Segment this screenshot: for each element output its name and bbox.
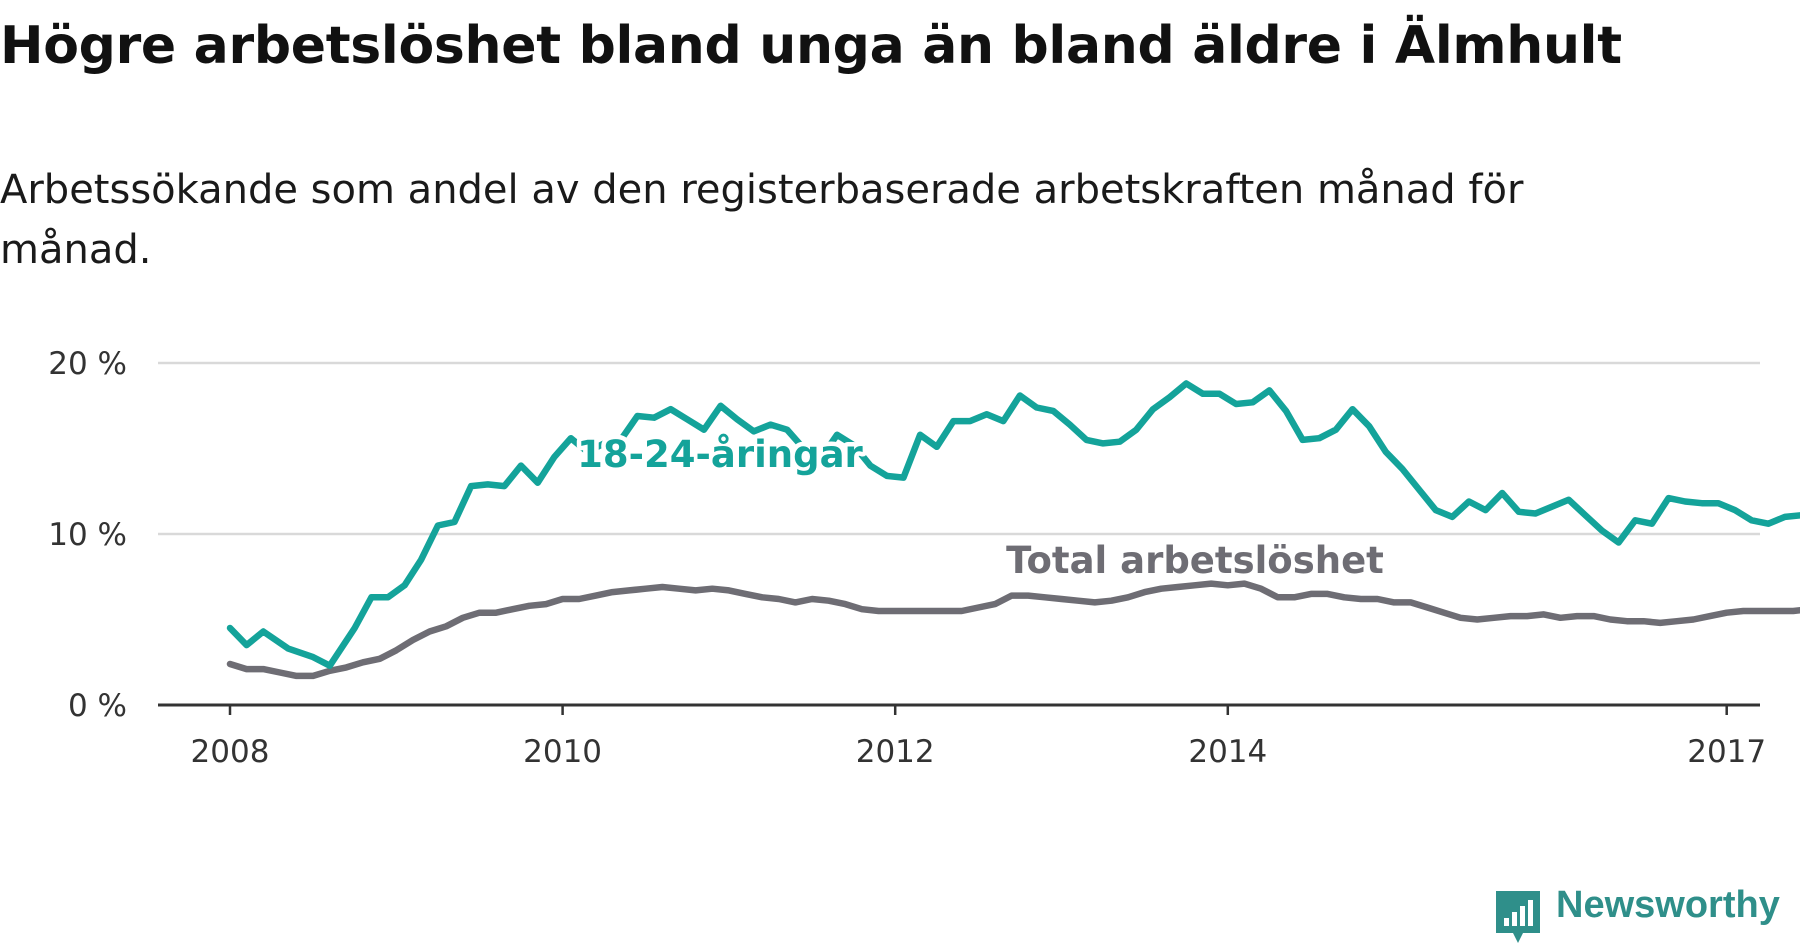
chart-title: Högre arbetslöshet bland unga än bland ä… [0, 16, 1622, 76]
series-lines [226, 380, 1800, 680]
y-axis-ticks: 0 % 10 % 20 % [48, 346, 127, 724]
brand-name: Newsworthy [1556, 884, 1780, 926]
x-tick-label: 2010 [523, 734, 602, 770]
x-tick-label: 2012 [856, 734, 935, 770]
series-labels: 18-24-åringar9,6 %Total arbetslöshet6,6 … [573, 429, 1389, 587]
x-tick-label: 2014 [1188, 734, 1267, 770]
y-tick-label: 20 % [48, 346, 127, 382]
x-tick-label: 2017 [1687, 734, 1766, 770]
y-tick-label: 0 % [68, 688, 127, 724]
series-line-total [226, 580, 1800, 680]
series-label-total: Total arbetslöshet [1006, 539, 1384, 582]
gridlines [158, 361, 1760, 707]
chart-subtitle: Arbetssökande som andel av den registerb… [0, 167, 1524, 273]
y-tick-label: 10 % [48, 517, 127, 553]
series-label-youth: 18-24-åringar [577, 433, 863, 476]
x-axis-ticks: 200820102012201420172019202120232025 [191, 705, 1766, 770]
series-line-youth [226, 380, 1800, 669]
x-tick-label: 2008 [191, 734, 270, 770]
newsworthy-logo-icon [1496, 891, 1540, 943]
